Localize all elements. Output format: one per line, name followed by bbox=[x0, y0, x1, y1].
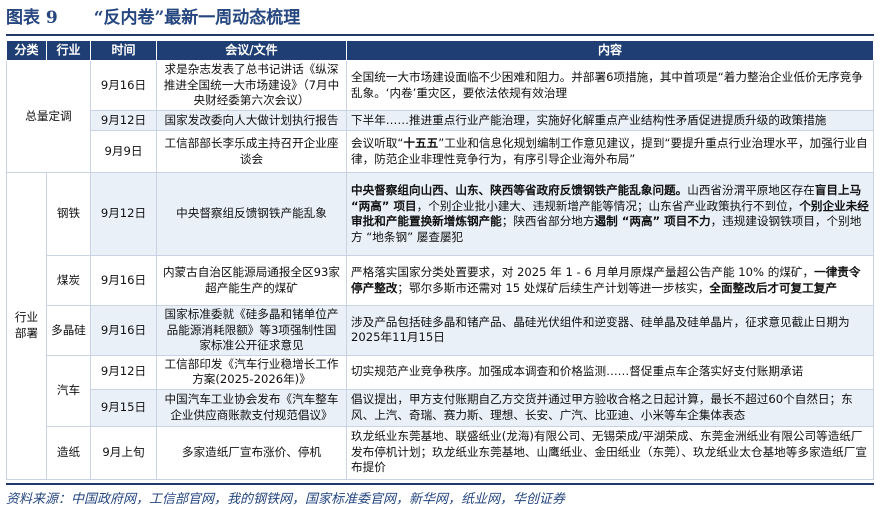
text: ”工业和信息化规划编制工作意见建议，提到“要提升重点行业治理水平，加强行业自律，… bbox=[351, 136, 868, 166]
document-cell: 多家造纸厂宣布涨价、停机 bbox=[156, 425, 347, 480]
content-cell: 切实规范产业竞争秩序。加强成本调查和价格监测……督促重点车企落实好支付账期承诺 bbox=[346, 354, 874, 390]
header-cell: 时间 bbox=[90, 40, 157, 61]
table-row: 9月12日 国家发改委向人大做计划执行报告 下半年……推进重点行业产能治理，实施好化… bbox=[7, 110, 874, 131]
table-row: 煤炭 9月16日 内蒙古自治区能源局通报全区93家超产能生产的煤矿 严格落实国家分类处… bbox=[7, 255, 874, 306]
text: 全国统一大市场建设面临不少困难和阻力。并部署6项措施，其中首项是“着力整治企业低… bbox=[351, 70, 863, 100]
date-cell: 9月15日 bbox=[90, 388, 157, 427]
table-body: 总量定调 9月16日 求是杂志发表了总书记讲话《纵深推进全国统一大市场建设》（7月中… bbox=[6, 60, 874, 480]
bold-text: 遏制 “两高” 项目不力 bbox=[594, 214, 711, 228]
content-cell: 倡议提出，甲方支付账期自乙方交货并通过甲方验收合格之日起计算，最长不超过60个自… bbox=[346, 388, 874, 427]
document-cell: 国家发改委向人大做计划执行报告 bbox=[156, 110, 347, 131]
document-cell: 国家标准委就《硅多晶和锗单位产品能源消耗限额》等3项强制性国家标准公开征求意见 bbox=[156, 305, 347, 356]
text: 倡议提出，甲方支付账期自乙方交货并通过甲方验收合格之日起计算，最长不超过60个自… bbox=[351, 392, 853, 422]
text: ，个别企业批小建大、违规新增产能等情况；山东省产业政策执行不到位， bbox=[416, 198, 800, 213]
document-cell: 内蒙古自治区能源局通报全区93家超产能生产的煤矿 bbox=[156, 255, 347, 306]
header-cell: 内容 bbox=[346, 40, 874, 61]
date-cell: 9月16日 bbox=[90, 305, 157, 356]
industry-cell: 煤炭 bbox=[46, 255, 91, 306]
text: 切实规范产业竞争秩序。加强成本调查和价格监测……督促重点车企落实好支付账期承诺 bbox=[351, 364, 804, 379]
content-cell: 玖龙纸业东莞基地、联盛纸业(龙海)有限公司、无锡荣成/平湖荣成、东莞金洲纸业有限… bbox=[346, 425, 874, 480]
date-cell: 9月16日 bbox=[90, 255, 157, 306]
header-row: 分类 行业 时间 会议/文件 内容 bbox=[6, 40, 874, 61]
figure-label: 图表 9 bbox=[6, 8, 58, 28]
text: 会议听取“ bbox=[351, 136, 404, 150]
industry-cell: 多晶硅 bbox=[46, 305, 91, 356]
date-cell: 9月9日 bbox=[90, 130, 157, 173]
industry-cell: 钢铁 bbox=[46, 172, 91, 256]
document-cell: 中国汽车工业协会发布《汽车整车企业供应商账款支付规范倡议》 bbox=[156, 388, 347, 427]
category-cell: 行业部署 bbox=[6, 172, 47, 480]
table-row: 造纸 9月上旬 多家造纸厂宣布涨价、停机 玖龙纸业东莞基地、联盛纸业(龙海)有限公司、… bbox=[7, 425, 874, 480]
bold-text: 十五五 bbox=[403, 136, 439, 150]
document-cell: 工信部部长李乐成主持召开企业座谈会 bbox=[156, 130, 347, 173]
content-cell: 下半年……推进重点行业产能治理，实施好化解重点产业结构性矛盾促进提质升级的政策措… bbox=[346, 110, 874, 131]
table-row: 9月9日 工信部部长李乐成主持召开企业座谈会 会议听取“十五五”工业和信息化规划编制… bbox=[7, 130, 874, 173]
table: 分类 行业 时间 会议/文件 内容 总量定调 9月16日 求是杂志发表了总书记讲话《纵深推进… bbox=[6, 40, 874, 480]
bold-text: 全面整改后才可复工复产 bbox=[709, 280, 837, 295]
title: 图表 9 “反内卷”最新一周动态梳理 bbox=[6, 6, 874, 36]
industry-cell: 造纸 bbox=[46, 425, 91, 480]
date-cell: 9月12日 bbox=[90, 172, 157, 256]
table-row: 总量定调 9月16日 求是杂志发表了总书记讲话《纵深推进全国统一大市场建设》（7月中… bbox=[6, 60, 874, 173]
content-cell: 会议听取“十五五”工业和信息化规划编制工作意见建议，提到“要提升重点行业治理水平… bbox=[346, 130, 874, 173]
text: ；鄂尔多斯市还需对 15 处煤矿后续生产计划等进一步核实， bbox=[397, 280, 710, 295]
industry-cell: 汽车 bbox=[46, 354, 91, 427]
document-cell: 求是杂志发表了总书记讲话《纵深推进全国统一大市场建设》（7月中央财经委第六次会议… bbox=[156, 60, 347, 111]
text: 下半年……推进重点行业产能治理，实施好化解重点产业结构性矛盾促进提质升级的政策措… bbox=[351, 112, 827, 127]
table-row: 行业部署 钢铁 9月12日 中央督察组反馈钢铁产能乱象 中央督察组向山西、山东、陕西等省… bbox=[6, 172, 874, 480]
title-text: “反内卷”最新一周动态梳理 bbox=[93, 8, 301, 28]
date-cell: 9月上旬 bbox=[90, 425, 157, 480]
date-cell: 9月16日 bbox=[90, 60, 157, 111]
category-cell: 总量定调 bbox=[6, 60, 91, 173]
bold-text: 盲目上马 “两高” 项目 bbox=[351, 183, 862, 213]
content-cell: 中央督察组向山西、山东、陕西等省政府反馈钢铁产能乱象问题。山西省汾渭平原地区存在… bbox=[346, 172, 874, 256]
header-cell: 分类 bbox=[6, 40, 47, 61]
table-row: 9月15日 中国汽车工业协会发布《汽车整车企业供应商账款支付规范倡议》 倡议提出，甲… bbox=[7, 388, 874, 427]
text: ，违规建设钢铁项目，个别地方 “地条钢” 屡查屡犯 bbox=[351, 214, 862, 244]
header-cell: 行业 bbox=[46, 40, 91, 61]
date-cell: 9月12日 bbox=[90, 110, 157, 131]
content-cell: 全国统一大市场建设面临不少困难和阻力。并部署6项措施，其中首项是“着力整治企业低… bbox=[346, 60, 874, 111]
document-cell: 工信部印发《汽车行业稳增长工作方案(2025-2026年)》 bbox=[156, 354, 347, 390]
text: 玖龙纸业东莞基地、联盛纸业(龙海)有限公司、无锡荣成/平湖荣成、东莞金洲纸业有限… bbox=[351, 429, 867, 475]
table-row: 多晶硅 9月16日 国家标准委就《硅多晶和锗单位产品能源消耗限额》等3项强制性国家标… bbox=[7, 305, 874, 356]
bold-text: 一律责令停产整改 bbox=[351, 265, 861, 295]
text: 山西省汾渭平原地区存在 bbox=[687, 183, 815, 197]
bold-text: 中央督察组向山西、山东、陕西等省政府反馈钢铁产能乱象问题。 bbox=[351, 183, 688, 197]
table-row: 汽车 9月12日 工信部印发《汽车行业稳增长工作方案(2025-2026年)》 切实规… bbox=[7, 354, 874, 427]
header-cell: 会议/文件 bbox=[156, 40, 347, 61]
text: 涉及产品包括硅多晶和锗产品、晶硅光伏组件和逆变器、硅单晶及硅单晶片，征求意见截止… bbox=[351, 314, 850, 345]
bold-text: 个别企业未经审批和产能置换新增炼钢产能 bbox=[351, 198, 869, 229]
document-cell: 中央督察组反馈钢铁产能乱象 bbox=[156, 172, 347, 256]
content-cell: 严格落实国家分类处置要求，对 2025 年 1 - 6 月单月原煤产量超公告产能… bbox=[346, 255, 874, 306]
text: 严格落实国家分类处置要求，对 2025 年 1 - 6 月单月原煤产量超公告产能… bbox=[351, 265, 815, 279]
source: 资料来源：中国政府网，工信部官网，我的钢铁网，国家标准委官网，新华网，纸业网，华… bbox=[6, 483, 874, 507]
text: ；陕西省部分地方 bbox=[501, 214, 595, 228]
content-cell: 涉及产品包括硅多晶和锗产品、晶硅光伏组件和逆变器、硅单晶及硅单晶片，征求意见截止… bbox=[346, 305, 874, 356]
date-cell: 9月12日 bbox=[90, 354, 157, 390]
